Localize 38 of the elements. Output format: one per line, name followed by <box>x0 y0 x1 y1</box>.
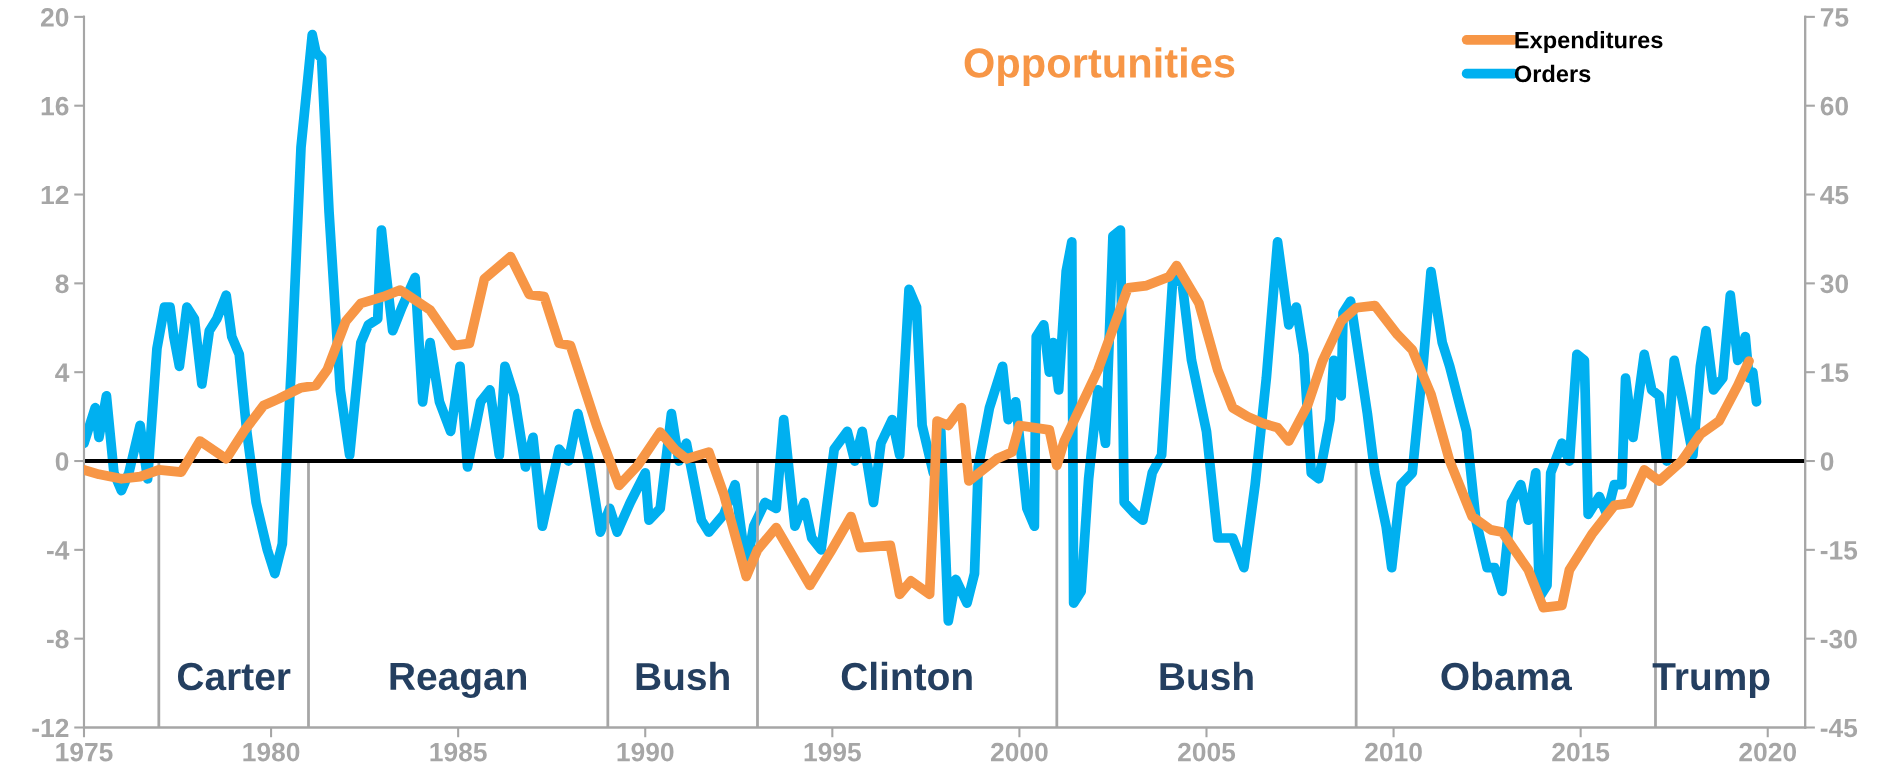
y-tick-label: 20 <box>40 8 69 27</box>
annotation: Reagan <box>390 663 526 699</box>
y-tick-label: 12 <box>41 185 69 205</box>
annotation: Bush <box>1160 661 1253 691</box>
y2-tick-label: 0 <box>1820 452 1834 471</box>
y2-tick-label: -30 <box>1820 629 1857 649</box>
y-tick-label: -8 <box>46 629 69 649</box>
y-tick-label: 8 <box>55 274 69 294</box>
x-tick-label: 2005 <box>1178 742 1236 762</box>
x-tick-label: 2010 <box>1365 742 1422 762</box>
x-tick-label: 1975 <box>56 742 113 762</box>
annotation: Trump <box>1652 663 1770 699</box>
y2-tick-label: -15 <box>1820 541 1858 560</box>
annotation: Carter <box>177 662 291 691</box>
y-tick-label: -12 <box>32 718 69 738</box>
annotation: Obama <box>1441 661 1572 691</box>
x-tick-label: 1985 <box>430 742 487 762</box>
legend-label: Expenditures <box>1515 31 1663 54</box>
y-tick-label: 16 <box>41 96 69 116</box>
x-tick-label: 2015 <box>1552 742 1610 762</box>
annotation: Clinton <box>841 661 972 691</box>
y2-tick-label: 75 <box>1820 8 1849 27</box>
x-tick-label: 1990 <box>617 742 674 762</box>
y-tick-label: -4 <box>46 541 70 560</box>
y2-tick-label: 15 <box>1821 363 1849 383</box>
y-tick-label: 0 <box>55 452 69 471</box>
y2-tick-label: -45 <box>1820 718 1858 738</box>
x-tick-label: 1995 <box>804 742 861 762</box>
legend-label: Orders <box>1514 64 1591 83</box>
y-tick-label: 4 <box>55 363 70 382</box>
x-tick-label: 2020 <box>1739 742 1797 762</box>
text: Opportunities <box>964 47 1235 87</box>
y2-tick-label: 45 <box>1820 185 1849 205</box>
annotation: Bush <box>636 661 729 691</box>
y2-tick-label: 30 <box>1820 274 1849 294</box>
x-tick-label: 1980 <box>243 742 300 762</box>
y2-tick-label: 60 <box>1820 96 1849 116</box>
x-tick-label: 2000 <box>990 742 1048 762</box>
